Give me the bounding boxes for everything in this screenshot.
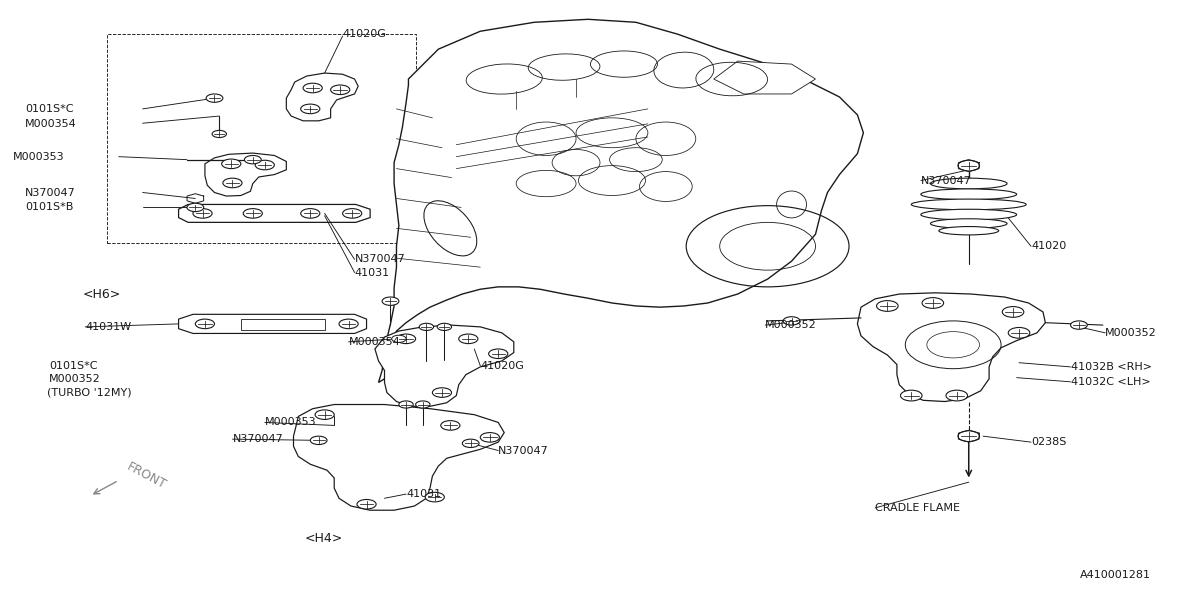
- Text: M000352: M000352: [1105, 328, 1157, 338]
- Circle shape: [462, 439, 479, 448]
- Circle shape: [311, 436, 328, 445]
- Text: <H6>: <H6>: [83, 287, 121, 301]
- Circle shape: [223, 178, 242, 188]
- Circle shape: [301, 104, 320, 113]
- Circle shape: [958, 160, 979, 171]
- Ellipse shape: [920, 189, 1016, 200]
- Text: 41032C <LH>: 41032C <LH>: [1070, 377, 1150, 387]
- Circle shape: [876, 301, 898, 311]
- Polygon shape: [858, 293, 1045, 401]
- Text: M000353: M000353: [265, 418, 317, 427]
- Circle shape: [396, 334, 415, 344]
- Circle shape: [304, 83, 323, 93]
- Text: 41020G: 41020G: [480, 361, 524, 371]
- Circle shape: [196, 319, 215, 329]
- Circle shape: [958, 431, 979, 442]
- Circle shape: [193, 209, 212, 218]
- Circle shape: [342, 209, 361, 218]
- Circle shape: [212, 130, 227, 137]
- Circle shape: [398, 401, 413, 408]
- Text: 0101S*C: 0101S*C: [25, 104, 74, 114]
- Text: N370047: N370047: [498, 446, 548, 455]
- Text: M000352: M000352: [49, 374, 101, 384]
- Ellipse shape: [938, 227, 998, 235]
- Polygon shape: [714, 61, 816, 94]
- Polygon shape: [287, 73, 358, 121]
- Polygon shape: [205, 153, 287, 196]
- Text: N370047: N370047: [233, 434, 283, 444]
- Circle shape: [244, 209, 263, 218]
- Ellipse shape: [930, 178, 1007, 189]
- Circle shape: [340, 319, 358, 329]
- Circle shape: [419, 323, 433, 331]
- Text: 0101S*B: 0101S*B: [25, 202, 73, 212]
- Circle shape: [206, 94, 223, 103]
- Circle shape: [356, 499, 376, 509]
- Circle shape: [415, 401, 430, 408]
- Circle shape: [1002, 307, 1024, 317]
- Circle shape: [922, 298, 943, 308]
- Text: 41031: 41031: [406, 489, 442, 499]
- Text: M000352: M000352: [766, 320, 817, 330]
- Circle shape: [187, 203, 204, 212]
- Text: (TURBO '12MY): (TURBO '12MY): [47, 388, 132, 398]
- Bar: [107, 34, 415, 243]
- Circle shape: [222, 159, 241, 169]
- Text: 41020G: 41020G: [342, 29, 386, 39]
- Circle shape: [437, 323, 451, 331]
- Polygon shape: [378, 19, 863, 382]
- Circle shape: [432, 388, 451, 397]
- Circle shape: [245, 155, 262, 164]
- Polygon shape: [374, 325, 514, 406]
- Circle shape: [946, 390, 967, 401]
- Text: N370047: N370047: [354, 254, 406, 265]
- Circle shape: [784, 317, 800, 325]
- Text: M000354: M000354: [348, 337, 401, 347]
- Text: 0101S*C: 0101S*C: [49, 361, 97, 371]
- Text: N370047: N370047: [920, 176, 972, 185]
- Text: 41032B <RH>: 41032B <RH>: [1070, 362, 1152, 372]
- Circle shape: [391, 335, 406, 343]
- Circle shape: [458, 334, 478, 344]
- Circle shape: [316, 410, 335, 419]
- Text: 0238S: 0238S: [1031, 437, 1067, 447]
- Polygon shape: [179, 205, 370, 223]
- Text: 41020: 41020: [1031, 241, 1067, 251]
- Text: A410001281: A410001281: [1080, 570, 1151, 580]
- Circle shape: [256, 160, 275, 170]
- Text: CRADLE FLAME: CRADLE FLAME: [875, 503, 960, 513]
- Circle shape: [440, 421, 460, 430]
- Polygon shape: [179, 314, 366, 334]
- Circle shape: [480, 433, 499, 442]
- Circle shape: [382, 297, 398, 305]
- Circle shape: [331, 85, 349, 95]
- Ellipse shape: [911, 199, 1026, 210]
- Circle shape: [425, 493, 444, 502]
- Ellipse shape: [930, 219, 1007, 229]
- Text: FRONT: FRONT: [125, 460, 169, 492]
- Circle shape: [1008, 328, 1030, 338]
- Text: N370047: N370047: [25, 187, 76, 197]
- Text: M000354: M000354: [25, 119, 77, 129]
- Text: 41031W: 41031W: [85, 322, 131, 332]
- Ellipse shape: [920, 209, 1016, 220]
- Text: M000353: M000353: [13, 152, 65, 161]
- Circle shape: [1070, 321, 1087, 329]
- Polygon shape: [294, 404, 504, 510]
- Circle shape: [488, 349, 508, 359]
- Circle shape: [301, 209, 320, 218]
- Bar: [241, 319, 325, 331]
- Text: 41031: 41031: [354, 268, 390, 278]
- Text: <H4>: <H4>: [305, 532, 342, 545]
- Circle shape: [900, 390, 922, 401]
